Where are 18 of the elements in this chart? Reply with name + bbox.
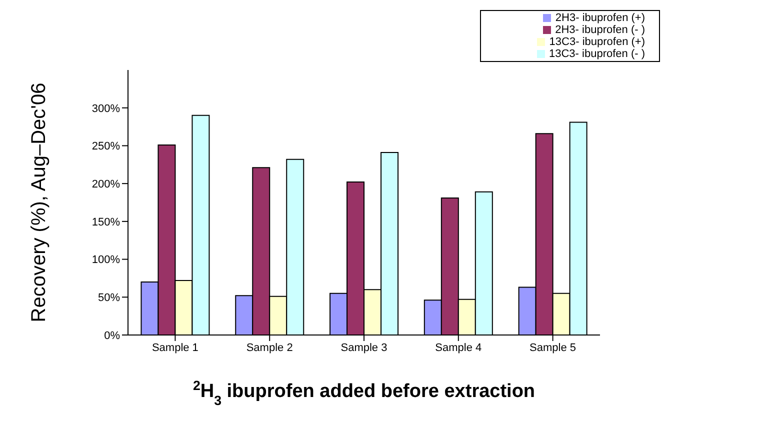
y-tick-label: 200% — [92, 178, 120, 190]
x-tick-label: Sample 5 — [530, 342, 576, 354]
x-tick-label: Sample 2 — [246, 342, 293, 354]
legend-label: 2H3- ibuprofen (- ) — [555, 24, 645, 36]
y-tick-label: 100% — [92, 254, 120, 266]
legend-label: 13C3- ibuprofen (+) — [549, 36, 645, 48]
x-axis-title: $^{2}$H$_{3}$ ibuprofen added before extraction — [192, 378, 536, 408]
y-tick-label: 300% — [92, 102, 120, 115]
x-tick-label: Sample 4 — [435, 342, 482, 354]
x-tick-label: Sample 1 — [152, 342, 198, 354]
legend-label: 13C3- ibuprofen (- ) — [549, 48, 645, 60]
y-tick-label: 0% — [104, 330, 120, 342]
y-tick-label: 250% — [92, 140, 120, 153]
y-tick-label: 50% — [98, 292, 120, 304]
legend-label: 2H3- ibuprofen (+) — [555, 12, 645, 24]
y-axis-title: Recovery (%), Aug–Dec'06 — [28, 82, 50, 322]
x-tick-label: Sample 3 — [340, 342, 388, 354]
y-tick-label: 150% — [92, 216, 120, 228]
